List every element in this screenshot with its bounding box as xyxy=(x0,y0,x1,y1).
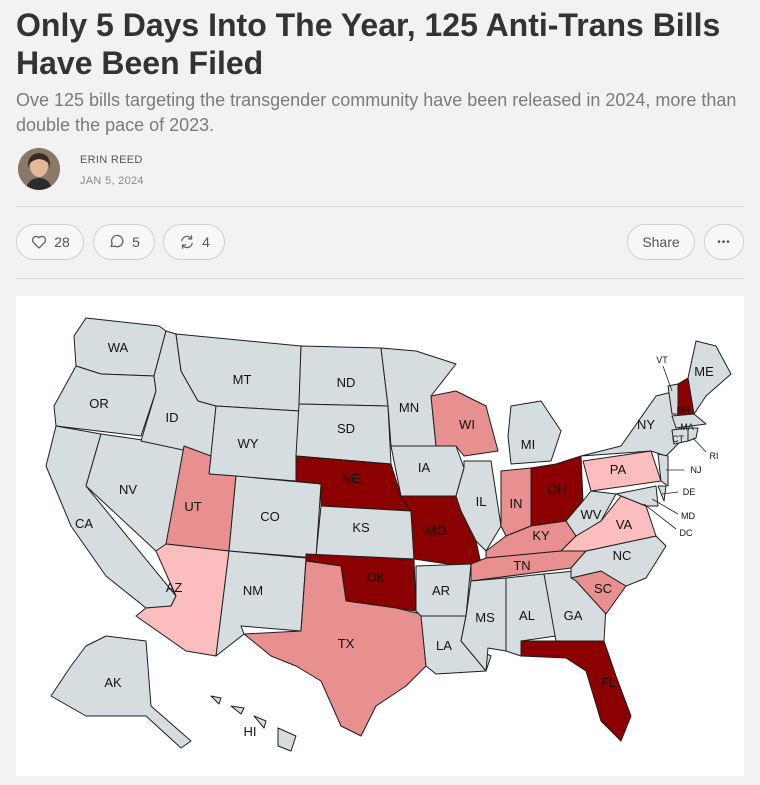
refresh-arrows-icon xyxy=(181,235,194,249)
us-map-figure[interactable]: WA OR CA NV ID MT WY UT AZ CO NM ND SD N… xyxy=(16,296,744,776)
label-GA: GA xyxy=(564,608,583,623)
state-IL[interactable] xyxy=(455,460,502,552)
state-MA[interactable] xyxy=(671,413,707,429)
speech-bubble-icon xyxy=(110,234,124,248)
label-WY: WY xyxy=(238,436,259,451)
label-MS: MS xyxy=(475,610,495,625)
state-RI[interactable] xyxy=(687,427,699,442)
comment-count: 5 xyxy=(132,234,140,250)
like-count: 28 xyxy=(54,234,70,250)
state-TX[interactable] xyxy=(243,560,427,737)
state-NY[interactable] xyxy=(580,390,682,457)
restack-count: 4 xyxy=(202,234,210,250)
label-NE: NE xyxy=(342,471,360,486)
label-WI: WI xyxy=(459,417,475,432)
label-TX: TX xyxy=(338,636,355,651)
label-CO: CO xyxy=(260,509,280,524)
share-button[interactable]: Share xyxy=(627,224,695,260)
heart-icon xyxy=(32,235,47,249)
label-TN: TN xyxy=(513,558,530,573)
article-title: Only 5 Days Into The Year, 125 Anti-Tran… xyxy=(16,7,721,81)
label-LA: LA xyxy=(436,638,452,653)
state-NJ[interactable] xyxy=(657,453,669,487)
author-name[interactable]: ERIN REED xyxy=(80,154,143,166)
label-VT: VT xyxy=(656,355,668,365)
label-ID: ID xyxy=(166,410,179,425)
label-WA: WA xyxy=(108,340,129,355)
label-NH: NH xyxy=(677,405,690,415)
label-KS: KS xyxy=(352,520,370,535)
more-options-button[interactable]: ••• xyxy=(704,224,744,260)
us-map: WA OR CA NV ID MT WY UT AZ CO NM ND SD N… xyxy=(45,317,732,752)
post-date: JAN 5, 2024 xyxy=(80,175,144,187)
label-VA: VA xyxy=(616,517,633,532)
label-NC: NC xyxy=(613,548,632,563)
label-NY: NY xyxy=(637,417,655,432)
label-OK: OK xyxy=(367,570,386,585)
label-FL: FL xyxy=(600,675,615,690)
divider-bottom xyxy=(16,278,744,279)
label-MT: MT xyxy=(233,372,252,387)
label-AK: AK xyxy=(104,675,122,690)
label-DC: DC xyxy=(680,528,693,538)
article-subtitle: Ove 125 bills targeting the transgender … xyxy=(16,90,737,135)
label-NV: NV xyxy=(119,482,137,497)
restack-button[interactable]: 4 xyxy=(163,224,225,260)
divider-top xyxy=(16,206,744,207)
label-MI: MI xyxy=(521,437,535,452)
label-AL: AL xyxy=(519,608,535,623)
label-SD: SD xyxy=(337,421,355,436)
state-WI[interactable] xyxy=(430,390,499,457)
label-NJ: NJ xyxy=(691,465,702,475)
label-WV: WV xyxy=(581,507,602,522)
label-CT: CT xyxy=(672,434,684,444)
label-SC: SC xyxy=(594,581,612,596)
label-PA: PA xyxy=(610,462,627,477)
label-OH: OH xyxy=(547,482,567,497)
label-ME: ME xyxy=(694,364,714,379)
like-button[interactable]: 28 xyxy=(16,224,84,260)
state-OR[interactable] xyxy=(53,365,157,437)
label-IL: IL xyxy=(476,494,487,509)
state-AK[interactable] xyxy=(50,635,192,749)
label-ND: ND xyxy=(337,375,356,390)
label-KY: KY xyxy=(532,528,550,543)
state-MD[interactable] xyxy=(615,485,659,507)
share-label: Share xyxy=(642,234,680,250)
label-MD: MD xyxy=(681,511,695,521)
state-HI[interactable] xyxy=(210,695,297,752)
label-AR: AR xyxy=(432,583,450,598)
label-AZ: AZ xyxy=(166,580,183,595)
label-RI: RI xyxy=(710,451,719,461)
comment-button[interactable]: 5 xyxy=(93,224,155,260)
label-CA: CA xyxy=(75,516,93,531)
label-MO: MO xyxy=(426,523,447,538)
author-avatar[interactable] xyxy=(18,148,60,190)
state-FL[interactable] xyxy=(520,640,632,742)
label-MA: MA xyxy=(680,422,694,432)
label-HI: HI xyxy=(244,724,257,739)
ellipsis-icon: ••• xyxy=(717,236,731,248)
state-MI[interactable] xyxy=(507,400,562,465)
label-DE: DE xyxy=(683,487,696,497)
label-MN: MN xyxy=(399,400,419,415)
label-IN: IN xyxy=(510,496,523,511)
label-IA: IA xyxy=(418,460,431,475)
label-NM: NM xyxy=(243,583,263,598)
label-OR: OR xyxy=(89,396,109,411)
label-UT: UT xyxy=(184,499,201,514)
